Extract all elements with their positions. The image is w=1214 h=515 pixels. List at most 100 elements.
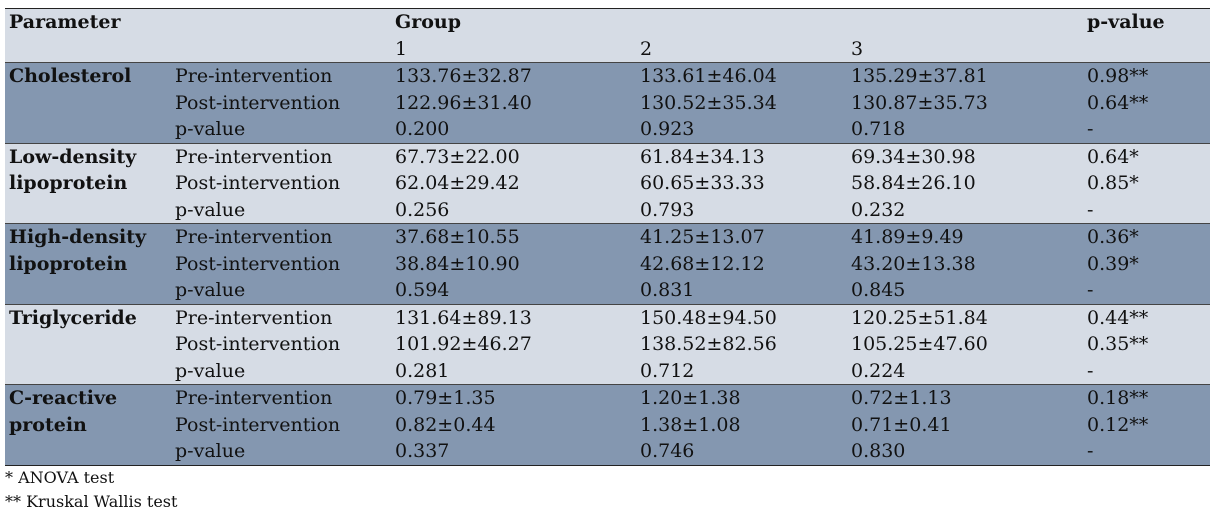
group-3-value: 105.25±47.60 <box>851 333 988 355</box>
row-label: p-value <box>175 118 246 140</box>
group-1-value: 131.64±89.13 <box>395 306 532 329</box>
p-value-cell: 0.35** <box>1087 333 1149 355</box>
group-2-value: 0.746 <box>640 440 695 462</box>
parameter-name <box>5 90 175 117</box>
table-body: Cholesterol Pre-intervention 133.76±32.87 1… <box>5 62 1210 465</box>
group-2-value: 41.25±13.07 <box>640 226 765 248</box>
row-label: Pre-intervention <box>175 387 333 409</box>
group-1-value: 0.82±0.44 <box>395 413 496 436</box>
p-value-cell: 0.98** <box>1087 65 1149 87</box>
parameter-name <box>5 358 175 385</box>
p-value-cell: 0.64* <box>1087 145 1139 168</box>
footnote-anova: * ANOVA test <box>5 468 115 487</box>
group-2-value: 42.68±12.12 <box>640 252 765 275</box>
header-spacer <box>5 36 175 63</box>
table-row: p-value 0.256 0.793 0.232 - <box>5 196 1210 224</box>
p-value-cell: - <box>1087 359 1094 382</box>
header-group-2: 2 <box>640 37 653 60</box>
p-value-cell: 0.39* <box>1087 252 1139 275</box>
header-group-3: 3 <box>851 37 864 60</box>
table-row: p-value 0.281 0.712 0.224 - <box>5 357 1210 385</box>
table-row: C-reactive Pre-intervention 0.79±1.35 1.20±… <box>5 384 1210 412</box>
group-3-value: 0.845 <box>851 279 906 301</box>
row-label: p-value <box>175 279 246 301</box>
p-value-cell: - <box>1087 279 1094 301</box>
footnotes: * ANOVA test ** Kruskal Wallis test <box>5 466 177 514</box>
p-value-cell: 0.44** <box>1087 306 1149 329</box>
group-2-value: 0.793 <box>640 198 695 221</box>
group-1-value: 0.256 <box>395 198 450 221</box>
row-label: Post-intervention <box>175 91 341 114</box>
table-row: lipoprotein Post-intervention 38.84±10.90 4… <box>5 250 1210 277</box>
group-1-value: 101.92±46.27 <box>395 333 532 355</box>
results-table: Parameter Group p-value 1 2 3 Cholestero… <box>5 8 1210 466</box>
table-row: lipoprotein Post-intervention 62.04±29.42 6… <box>5 170 1210 197</box>
table-row: High-density Pre-intervention 37.68±10.55 4… <box>5 223 1210 251</box>
p-value-cell: - <box>1087 118 1094 140</box>
row-label: Pre-intervention <box>175 145 333 168</box>
group-2-value: 150.48±94.50 <box>640 306 777 329</box>
parameter-name <box>5 197 175 224</box>
row-label: Post-intervention <box>175 333 341 355</box>
row-label: p-value <box>175 359 246 382</box>
group-2-value: 0.923 <box>640 118 695 140</box>
row-label: Pre-intervention <box>175 226 333 248</box>
header-row-2: 1 2 3 <box>5 35 1210 63</box>
footnote-kruskal: ** Kruskal Wallis test <box>5 492 178 511</box>
group-3-value: 0.718 <box>851 118 906 140</box>
header-spacer <box>175 9 395 36</box>
parameter-name <box>5 277 175 304</box>
group-3-value: 43.20±13.38 <box>851 252 976 275</box>
group-1-value: 122.96±31.40 <box>395 91 532 114</box>
group-3-value: 0.232 <box>851 198 906 221</box>
row-label: Post-intervention <box>175 252 341 275</box>
p-value-cell: 0.12** <box>1087 413 1149 436</box>
row-label: Pre-intervention <box>175 65 333 87</box>
row-label: Post-intervention <box>175 413 341 436</box>
parameter-name: protein <box>9 413 87 436</box>
group-3-value: 120.25±51.84 <box>851 306 988 329</box>
header-row-1: Parameter Group p-value <box>5 9 1210 36</box>
table-row: Post-intervention 122.96±31.40 130.52±35.3… <box>5 89 1210 117</box>
parameter-name: Triglyceride <box>9 306 137 329</box>
group-2-value: 130.52±35.34 <box>640 91 777 114</box>
group-3-value: 0.224 <box>851 359 906 382</box>
group-2-value: 0.712 <box>640 359 695 382</box>
table-row: Post-intervention 101.92±46.27 138.52±82.5… <box>5 331 1210 358</box>
header-spacer <box>851 9 1087 36</box>
header-spacer <box>640 9 851 36</box>
group-2-value: 61.84±34.13 <box>640 145 765 168</box>
parameter-name: lipoprotein <box>9 252 128 275</box>
group-3-value: 130.87±35.73 <box>851 91 988 114</box>
row-label: p-value <box>175 198 246 221</box>
table-row: Cholesterol Pre-intervention 133.76±32.87 1… <box>5 62 1210 90</box>
group-3-value: 0.72±1.13 <box>851 387 952 409</box>
parameter-name <box>5 438 175 465</box>
group-3-value: 0.71±0.41 <box>851 413 952 436</box>
group-2-value: 133.61±46.04 <box>640 65 777 87</box>
table-row: protein Post-intervention 0.82±0.44 1.38±1.… <box>5 411 1210 438</box>
group-2-value: 1.38±1.08 <box>640 413 741 436</box>
header-parameter: Parameter <box>9 11 121 33</box>
p-value-cell: 0.64** <box>1087 91 1149 114</box>
table-row: p-value 0.594 0.831 0.845 - <box>5 277 1210 304</box>
group-1-value: 0.200 <box>395 118 450 140</box>
group-3-value: 0.830 <box>851 440 906 462</box>
group-3-value: 41.89±9.49 <box>851 226 964 248</box>
header-spacer <box>175 36 395 63</box>
p-value-cell: 0.36* <box>1087 226 1139 248</box>
group-1-value: 67.73±22.00 <box>395 145 520 168</box>
group-1-value: 0.79±1.35 <box>395 387 496 409</box>
header-pvalue: p-value <box>1087 11 1165 33</box>
p-value-cell: - <box>1087 440 1094 462</box>
group-3-value: 135.29±37.81 <box>851 65 988 87</box>
group-1-value: 62.04±29.42 <box>395 172 520 194</box>
group-2-value: 138.52±82.56 <box>640 333 777 355</box>
header-spacer <box>1087 36 1210 63</box>
group-3-value: 58.84±26.10 <box>851 172 976 194</box>
group-2-value: 0.831 <box>640 279 695 301</box>
row-label: p-value <box>175 440 246 462</box>
header-group: Group <box>395 11 462 33</box>
parameter-name: Low-density <box>9 145 137 168</box>
group-2-value: 1.20±1.38 <box>640 387 741 409</box>
